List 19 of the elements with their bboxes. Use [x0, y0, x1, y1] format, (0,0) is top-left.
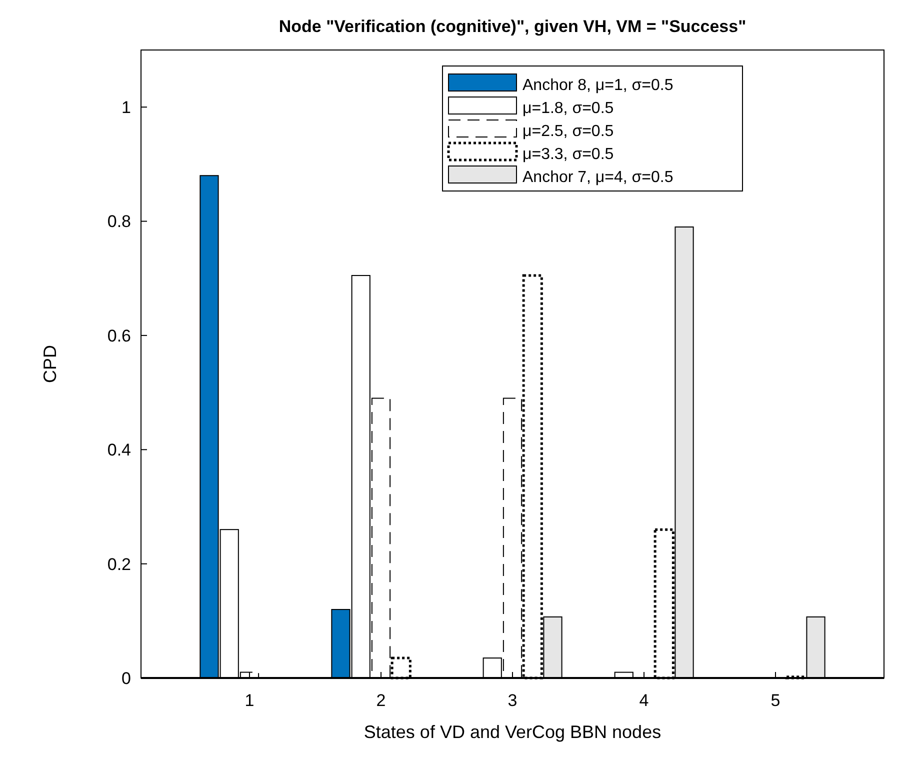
legend-label: μ=1.8, σ=0.5: [522, 100, 614, 118]
x-tick-label: 2: [376, 691, 386, 710]
x-tick-label: 5: [770, 691, 780, 710]
y-tick-label: 0.8: [107, 212, 131, 232]
y-tick-label: 0.4: [107, 440, 131, 460]
x-tick-label: 1: [244, 691, 254, 710]
y-tick-label: 0.6: [107, 326, 131, 346]
chart-title: Node "Verification (cognitive)", given VH, VM = "Success": [278, 17, 746, 36]
y-axis-title: CPD: [40, 344, 60, 384]
legend-label: μ=3.3, σ=0.5: [522, 146, 614, 164]
legend-label: Anchor 8, μ=1, σ=0.5: [522, 77, 674, 94]
legend-label: μ=2.5, σ=0.5: [522, 123, 614, 140]
legend-label: Anchor 7, μ=4, σ=0.5: [522, 169, 674, 186]
y-tick-label: 1: [122, 98, 131, 118]
x-tick-label: 4: [639, 691, 649, 710]
y-tick-label: 0.2: [107, 554, 131, 574]
y-tick-label: 0: [122, 668, 131, 688]
x-axis-title: States of VD and VerCog BBN nodes: [364, 722, 662, 742]
x-tick-label: 3: [508, 691, 518, 710]
